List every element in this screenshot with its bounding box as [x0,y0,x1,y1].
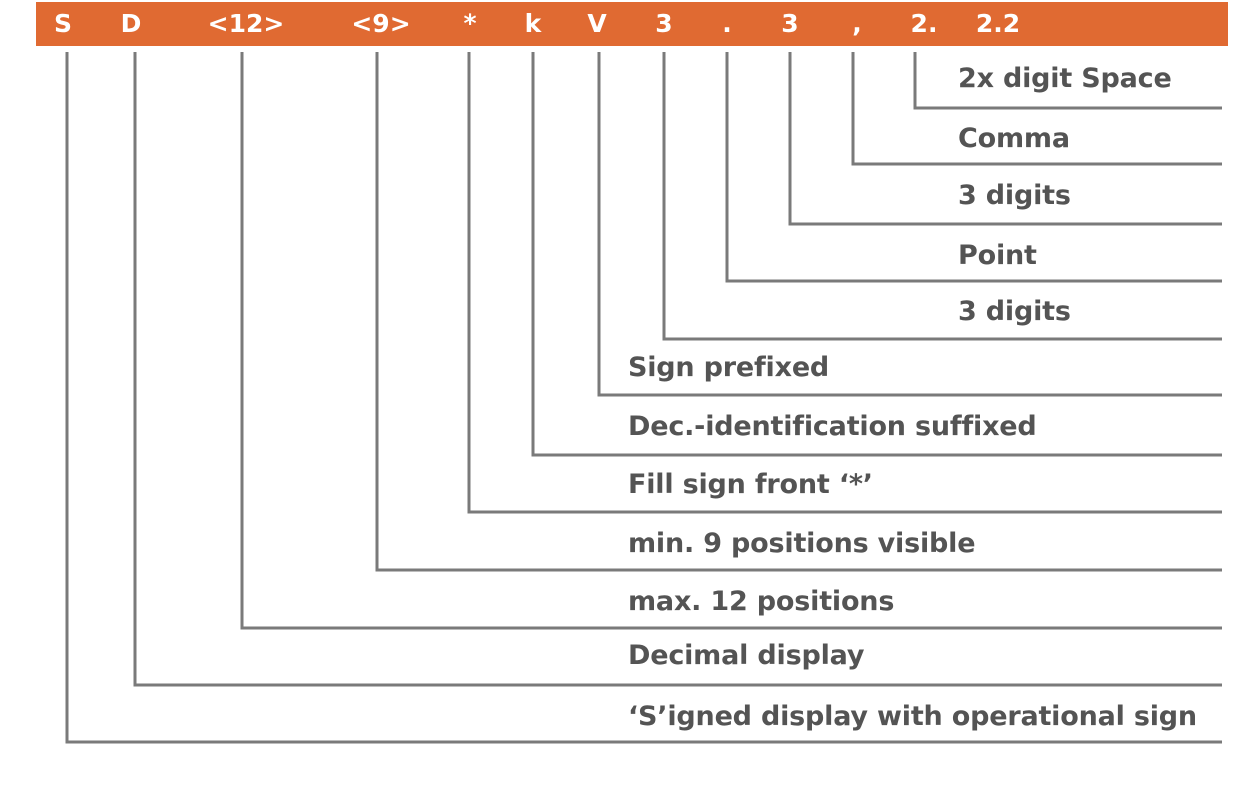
token-comma: , [852,9,862,38]
label-decimal-display: Decimal display [628,640,865,671]
label-digits3b: 3 digits [958,180,1071,211]
label-comma: Comma [958,123,1070,154]
connector-decimal-display [133,52,1222,687]
token-three-b: 3 [781,9,799,38]
token-point: . [722,9,732,38]
label-sign-prefixed: Sign prefixed [628,352,830,383]
connector-space2x [913,52,1222,110]
connector-max-positions [240,52,1222,630]
connector-comma [851,52,1222,166]
label-max-positions: max. 12 positions [628,586,895,617]
label-fill-sign: Fill sign front ‘*’ [628,469,873,500]
token-min-positions: <9> [351,9,411,38]
connector-digits3a [662,52,1222,341]
label-digits3a: 3 digits [958,296,1071,327]
token-v: V [587,9,607,38]
label-space2x: 2x digit Space [958,63,1172,94]
connector-signed-display [65,52,1222,744]
token-k: k [524,9,542,38]
label-signed-display: ‘S’igned display with operational sign [628,701,1197,732]
token-fill-star: * [463,9,477,38]
token-d: D [120,9,142,38]
connector-point [725,52,1222,283]
token-s: S [53,9,73,38]
connector-digits3b [788,52,1222,226]
label-point: Point [958,240,1037,271]
token-max-positions: <12> [207,9,285,38]
connector-min-positions [375,52,1222,572]
connector-sign-prefixed [597,52,1222,397]
format-string-bar [36,2,1228,46]
connector-fill-sign [467,52,1222,514]
connector-dec-identification [531,52,1222,457]
label-min-positions: min. 9 positions visible [628,528,976,559]
label-dec-identification: Dec.-identification suffixed [628,411,1037,442]
token-three-a: 3 [655,9,673,38]
token-two-two: 2.2 [975,9,1021,38]
token-two: 2. [910,9,938,38]
